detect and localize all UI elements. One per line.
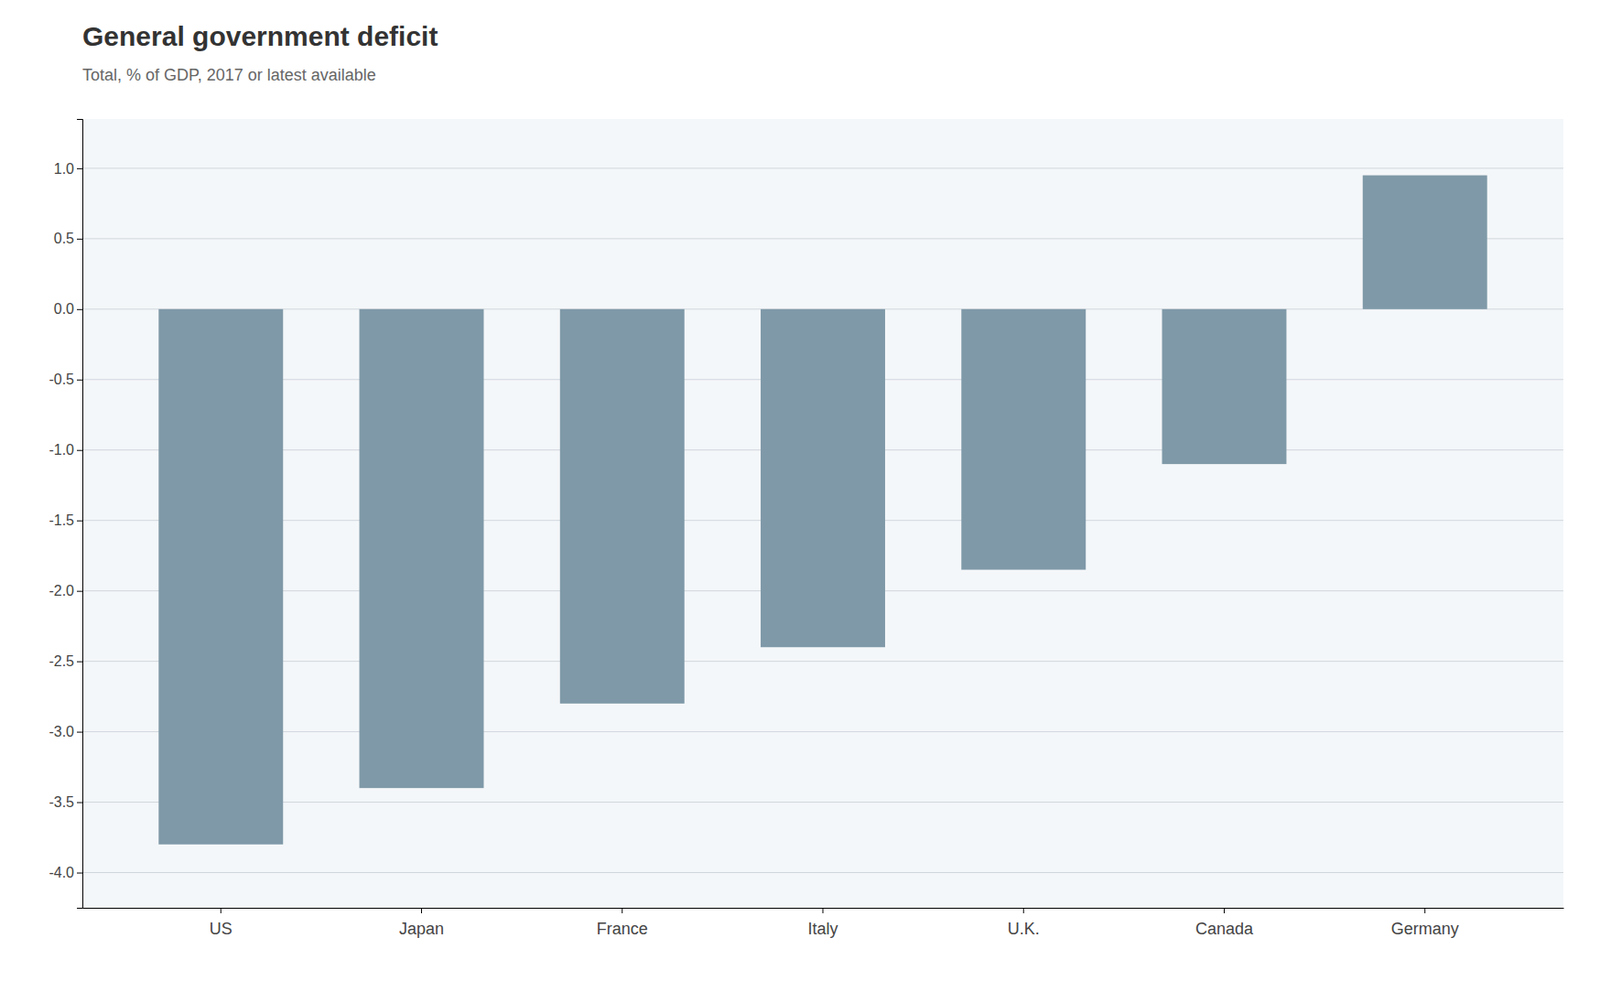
- y-tick-label: 0.5: [54, 230, 75, 247]
- x-tick-label: Italy: [807, 919, 838, 939]
- grid-line: [82, 237, 1564, 239]
- y-tick-label: -3.0: [48, 724, 75, 740]
- y-tick-mark: [76, 873, 83, 875]
- y-tick: -3.0: [48, 724, 83, 740]
- bar: [359, 309, 485, 789]
- y-tick-mark: [76, 591, 83, 593]
- x-tick: Italy: [807, 908, 838, 939]
- x-tick-mark: [220, 908, 222, 914]
- x-tick: U.K.: [1007, 908, 1040, 939]
- x-tick-mark: [421, 908, 422, 914]
- y-tick-label: -4.0: [48, 864, 75, 881]
- grid-line: [82, 167, 1564, 169]
- y-tick-mark: [76, 661, 83, 663]
- x-tick-mark: [621, 908, 623, 914]
- bar: [1162, 309, 1287, 465]
- y-tick-label: -1.5: [48, 512, 75, 529]
- y-tick: -1.5: [48, 512, 83, 529]
- chart-title: General government deficit: [82, 21, 438, 52]
- bar: [560, 309, 685, 704]
- x-tick-mark: [822, 908, 824, 914]
- plot-area: -4.0 -3.5 -3.0 -2.5 -2.0 -1.5 -1.0 -0.5 0.0 0.5 1.…: [48, 118, 1564, 939]
- y-tick: -1.0: [48, 442, 83, 458]
- y-tick-mark: [76, 732, 83, 734]
- x-tick-label: Germany: [1391, 919, 1460, 939]
- x-tick-mark: [1023, 908, 1025, 914]
- bars: [158, 175, 1487, 845]
- y-tick: -0.5: [48, 371, 83, 388]
- y-tick-mark: [76, 450, 83, 452]
- y-tick: 1.0: [54, 160, 83, 176]
- x-tick: Canada: [1195, 908, 1255, 939]
- y-tick: -2.5: [48, 653, 83, 670]
- y-tick: 0.5: [54, 230, 83, 247]
- y-axis-line: [76, 119, 84, 909]
- y-tick-label: 1.0: [54, 160, 75, 176]
- bar: [961, 309, 1086, 571]
- x-tick-mark: [1424, 908, 1426, 914]
- x-tick-mark: [1223, 908, 1225, 914]
- plot-background: [82, 118, 1564, 909]
- y-tick: -3.5: [48, 794, 83, 811]
- grid-line: [82, 801, 1564, 803]
- y-tick-label: 0.0: [54, 301, 75, 317]
- y-tick: -2.0: [48, 583, 83, 599]
- bar: [158, 309, 283, 845]
- x-tick-label: France: [596, 919, 649, 939]
- grid-line: [82, 731, 1564, 733]
- x-tick: Japan: [399, 908, 444, 939]
- y-tick-label: -3.5: [48, 794, 75, 811]
- y-tick-label: -2.5: [48, 653, 75, 670]
- x-tick-label: Japan: [399, 919, 444, 939]
- y-tick-mark: [76, 379, 83, 381]
- x-axis: US Japan France Italy U.K. Canada Germany: [83, 908, 1565, 939]
- y-tick-label: -1.0: [48, 442, 75, 458]
- y-tick-label: -2.0: [48, 583, 75, 599]
- x-tick: France: [596, 908, 649, 939]
- y-tick: -4.0: [48, 864, 83, 881]
- y-tick-mark: [76, 309, 83, 311]
- bar: [1362, 175, 1488, 310]
- grid: [82, 168, 1564, 874]
- grid-line: [82, 872, 1564, 874]
- x-tick-label: U.K.: [1007, 919, 1040, 939]
- y-tick: 0.0: [54, 301, 83, 317]
- y-tick-mark: [76, 168, 83, 170]
- y-axis: -4.0 -3.5 -3.0 -2.5 -2.0 -1.5 -1.0 -0.5 0.0 0.5 1.…: [48, 119, 83, 909]
- x-tick-label: US: [209, 919, 233, 939]
- y-tick-mark: [76, 238, 83, 240]
- x-tick: US: [209, 908, 233, 939]
- chart-subtitle: Total, % of GDP, 2017 or latest availabl…: [82, 65, 377, 85]
- bar: [760, 309, 886, 648]
- chart-svg: General government deficit Total, % of GD…: [0, 0, 1600, 981]
- x-tick-label: Canada: [1195, 919, 1255, 939]
- y-tick-label: -0.5: [48, 371, 75, 388]
- grid-line: [82, 660, 1564, 662]
- x-tick: Germany: [1391, 908, 1460, 939]
- y-tick-mark: [76, 520, 83, 522]
- y-tick-mark: [76, 802, 83, 804]
